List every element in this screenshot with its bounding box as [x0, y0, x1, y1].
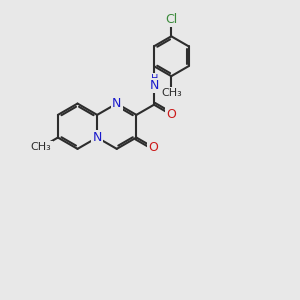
Text: H: H	[152, 74, 159, 84]
Text: CH₃: CH₃	[161, 88, 182, 98]
Text: N: N	[112, 97, 122, 110]
Text: N: N	[92, 131, 102, 144]
Text: CH₃: CH₃	[31, 142, 52, 152]
Text: O: O	[148, 141, 158, 154]
Text: N: N	[149, 79, 159, 92]
Text: O: O	[166, 108, 175, 121]
Text: Cl: Cl	[165, 13, 177, 26]
